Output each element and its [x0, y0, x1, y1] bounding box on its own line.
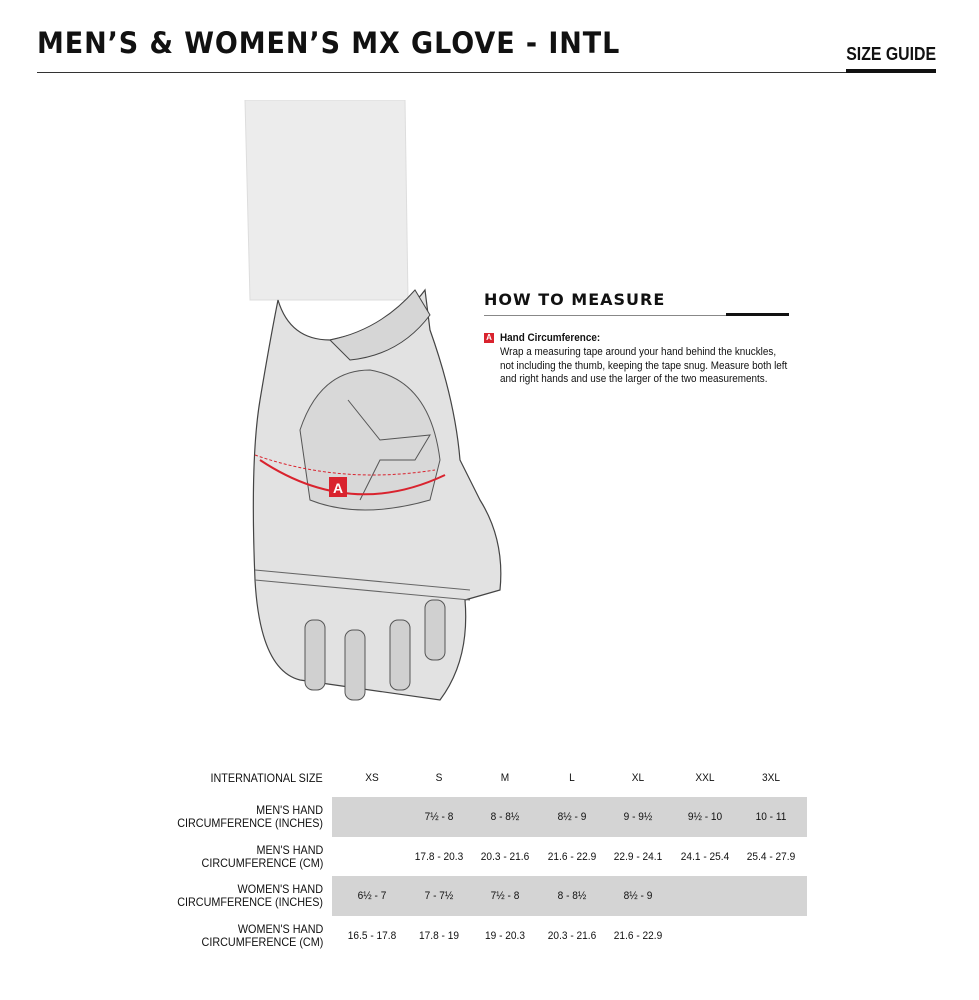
- page-title: MEN’S & WOMEN’S MX GLOVE - INTL: [37, 26, 621, 60]
- table-cell: 10 - 11: [755, 811, 787, 823]
- table-cell: [741, 916, 802, 956]
- table-cell: M: [500, 772, 510, 784]
- table-cell: [741, 876, 802, 916]
- marker-a: [329, 477, 347, 497]
- table-cell: 8 - 8½: [490, 811, 520, 823]
- table-cell: 19 - 20.3: [485, 930, 525, 943]
- table-cell: XS: [365, 772, 379, 784]
- title-divider: [37, 72, 936, 73]
- table-cell: L: [569, 772, 575, 784]
- table-cell: 17.8 - 20.3: [414, 850, 464, 863]
- svg-text:A: A: [333, 480, 343, 496]
- table-cell: 7 - 7½: [424, 890, 454, 903]
- table-cell: S: [435, 772, 443, 784]
- table-header-row: INTERNATIONAL SIZE XS S M L XL XXL 3XL: [0, 758, 979, 798]
- table-cell: 8½ - 9: [623, 890, 653, 903]
- table-cell: [675, 916, 736, 956]
- table-cell: 9½ - 10: [687, 811, 723, 823]
- table-cell: 7½ - 8: [490, 890, 520, 903]
- row-label: MEN'S HAND CIRCUMFERENCE (CM): [201, 842, 323, 870]
- table-row: MEN'S HAND CIRCUMFERENCE (INCHES) 7½ - 8 8…: [0, 797, 979, 837]
- table-cell: 9 - 9½: [623, 811, 653, 823]
- row-label: INTERNATIONAL SIZE: [210, 770, 323, 785]
- table-cell: 21.6 - 22.9: [547, 850, 597, 863]
- table-cell: [342, 837, 403, 877]
- measure-item-title: Hand Circumference:: [500, 332, 601, 344]
- table-cell: 6½ - 7: [357, 890, 387, 903]
- table-cell: 20.3 - 21.6: [480, 850, 530, 863]
- table-cell: 17.8 - 19: [419, 930, 459, 943]
- size-guide-label: SIZE GUIDE: [846, 44, 936, 64]
- table-cell: 8½ - 9: [557, 811, 587, 823]
- table-cell: 24.1 - 25.4: [680, 850, 730, 863]
- table-cell: 7½ - 8: [424, 811, 454, 823]
- table-cell: 21.6 - 22.9: [613, 930, 663, 943]
- row-label: WOMEN'S HAND CIRCUMFERENCE (INCHES): [177, 882, 323, 910]
- table-cell: 16.5 - 17.8: [347, 930, 397, 943]
- how-to-measure-heading: HOW TO MEASURE: [484, 290, 666, 309]
- measure-item-text: Wrap a measuring tape around your hand b…: [500, 346, 788, 385]
- table-row: MEN'S HAND CIRCUMFERENCE (CM) 17.8 - 20.3…: [0, 837, 979, 877]
- heading-accent-bar: [726, 313, 789, 316]
- table-cell: 25.4 - 27.9: [746, 850, 796, 863]
- size-guide-underline: [846, 69, 936, 73]
- table-cell: 20.3 - 21.6: [547, 930, 597, 943]
- table-cell: XXL: [695, 772, 715, 784]
- table-cell: 22.9 - 24.1: [613, 850, 663, 863]
- table-cell: [342, 797, 403, 837]
- table-cell: 3XL: [761, 772, 780, 784]
- row-background: [332, 797, 807, 837]
- glove-illustration: A: [244, 100, 502, 701]
- row-label: WOMEN'S HAND CIRCUMFERENCE (CM): [201, 922, 323, 950]
- marker-a-badge: A: [484, 333, 494, 343]
- table-row: WOMEN'S HAND CIRCUMFERENCE (INCHES) 6½ - …: [0, 876, 979, 917]
- row-label: MEN'S HAND CIRCUMFERENCE (INCHES): [177, 803, 323, 830]
- table-cell: 8 - 8½: [557, 890, 587, 903]
- heading-divider: [484, 315, 789, 316]
- row-background: [332, 876, 807, 917]
- table-cell: XL: [631, 772, 645, 784]
- table-cell: [675, 876, 736, 916]
- table-row: WOMEN'S HAND CIRCUMFERENCE (CM) 16.5 - 17…: [0, 916, 979, 956]
